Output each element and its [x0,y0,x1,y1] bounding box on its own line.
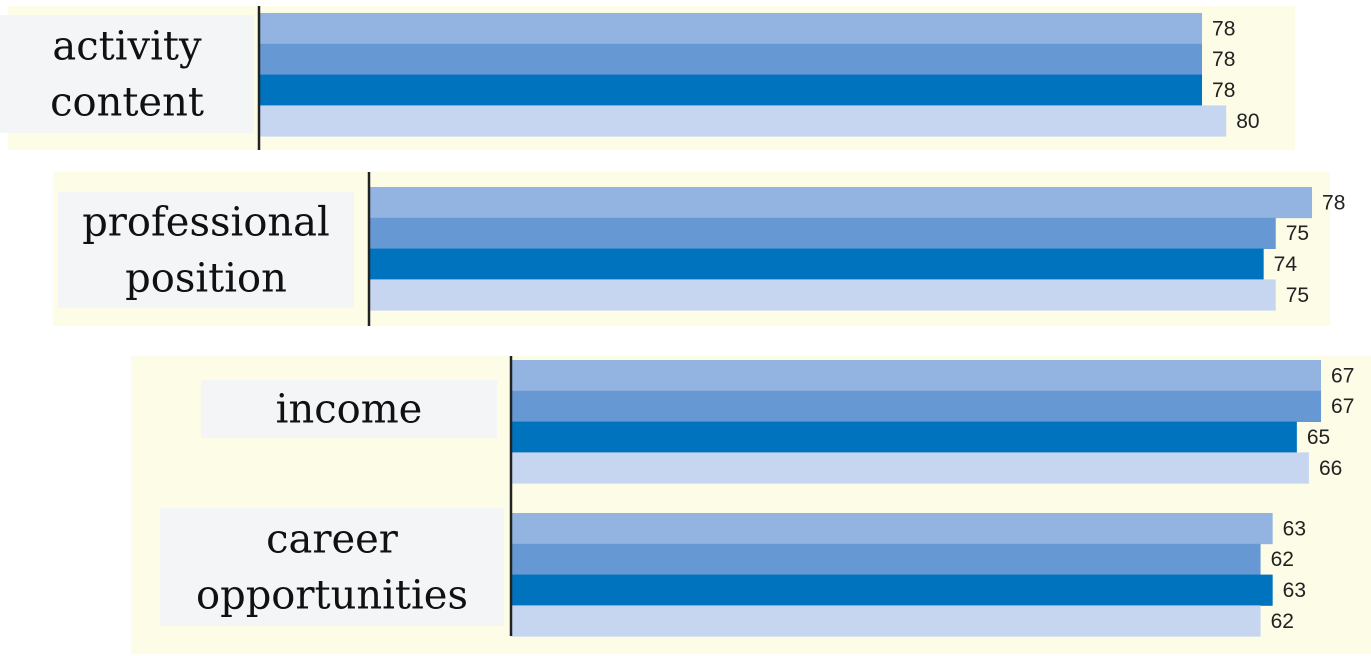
bar [511,421,1297,453]
bar [369,187,1313,219]
bar [511,513,1273,545]
bar [511,452,1309,484]
data-label: 80 [1236,110,1259,133]
bar [259,43,1203,75]
bar [511,605,1261,637]
data-label: 65 [1307,426,1330,449]
bar [511,360,1322,392]
data-label: 78 [1212,48,1235,71]
bar [511,574,1273,606]
data-label: 66 [1319,457,1342,480]
bar [259,74,1203,106]
category-label-box [201,380,497,438]
data-label: 63 [1283,517,1306,540]
data-label: 78 [1212,79,1235,102]
category-label: opportunities [196,572,468,618]
category-label-box [0,15,254,133]
category-label: professional [82,199,330,245]
bar [259,13,1203,45]
bar [369,217,1276,249]
category-label: career [266,516,399,562]
bar [511,543,1261,575]
data-label: 78 [1322,191,1345,214]
bar [259,105,1227,137]
data-label: 62 [1271,548,1294,571]
category-label: content [50,79,204,125]
axis-lines [257,6,513,636]
category-labels: activity content professional position incom… [0,15,504,626]
data-label: 75 [1286,284,1309,307]
bars [259,13,1322,637]
data-label: 62 [1271,610,1294,633]
category-label: activity [52,23,202,69]
bar [369,248,1264,280]
category-label: income [276,386,423,432]
data-label: 74 [1274,253,1298,276]
bar [511,390,1322,422]
data-label: 78 [1212,17,1235,40]
data-label: 63 [1283,579,1306,602]
bar [369,279,1276,311]
category-label-box [160,508,504,626]
data-label: 67 [1331,395,1354,418]
data-label: 75 [1286,222,1309,245]
category-label: position [125,255,287,301]
category-label-box [58,192,354,308]
data-label: 67 [1331,364,1354,387]
